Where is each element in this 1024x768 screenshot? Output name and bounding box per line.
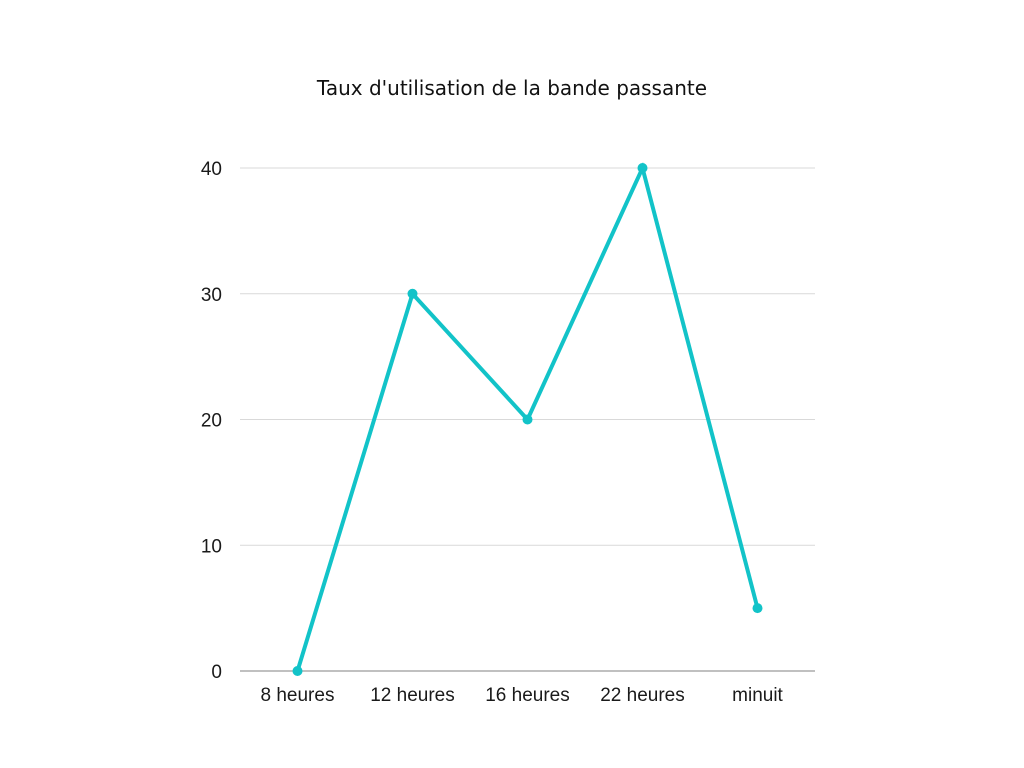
- y-tick-label: 0: [211, 662, 222, 683]
- x-tick-label: 22 heures: [600, 685, 685, 706]
- data-point: [752, 603, 763, 614]
- y-tick-label: 30: [201, 285, 222, 306]
- chart-title: Taux d'utilisation de la bande passante: [316, 76, 708, 100]
- data-point: [292, 666, 303, 676]
- x-tick-label: minuit: [732, 685, 783, 706]
- data-point: [637, 163, 648, 173]
- x-tick-label: 8 heures: [261, 685, 335, 706]
- x-tick-label: 12 heures: [370, 685, 455, 706]
- y-tick-label: 40: [201, 159, 222, 180]
- y-tick-label: 20: [201, 411, 222, 432]
- data-point: [407, 288, 418, 299]
- data-point: [522, 414, 533, 425]
- x-tick-label: 16 heures: [485, 685, 570, 706]
- y-tick-label: 10: [201, 536, 222, 557]
